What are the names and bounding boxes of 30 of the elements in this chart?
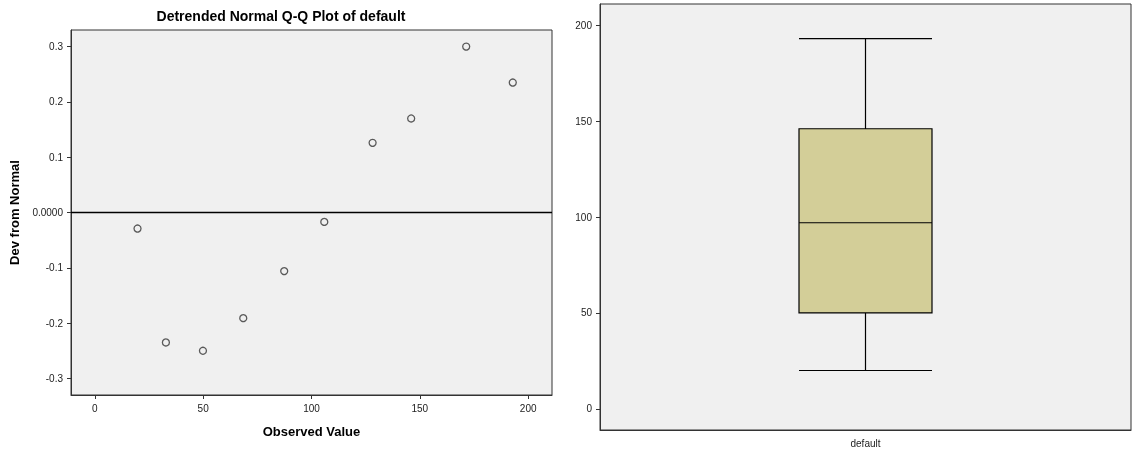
x-tick-label: 0 bbox=[92, 402, 99, 414]
point bbox=[508, 78, 517, 87]
point bbox=[280, 266, 289, 276]
y-tick-label: 0.2 bbox=[49, 96, 64, 108]
y-tick-label: -0.1 bbox=[45, 262, 64, 274]
chart-title: Detrended Normal Q-Q Plot of default bbox=[156, 8, 406, 24]
y-tick-label: 200 bbox=[575, 19, 593, 31]
y-tick-label: 0.3 bbox=[49, 41, 64, 53]
point bbox=[239, 313, 248, 323]
y-tick-label: 100 bbox=[575, 211, 593, 223]
point bbox=[198, 346, 208, 355]
x-axis-title: Observed Value bbox=[262, 424, 361, 439]
y-tick-label: 0.1 bbox=[49, 151, 64, 163]
x-tick-label: 200 bbox=[519, 402, 537, 414]
x-tick-label: default bbox=[850, 437, 881, 449]
x-tick-label: 50 bbox=[197, 402, 210, 414]
point bbox=[161, 338, 171, 347]
y-tick-label: -0.3 bbox=[45, 372, 64, 384]
y-tick-label: 50 bbox=[580, 307, 593, 319]
point bbox=[462, 42, 471, 51]
x-tick-label: 150 bbox=[411, 402, 429, 414]
y-axis-title: Dev from Normal bbox=[7, 160, 22, 265]
point bbox=[320, 217, 329, 227]
point bbox=[368, 138, 377, 147]
point bbox=[407, 114, 416, 123]
y-tick-label: -0.2 bbox=[45, 317, 64, 329]
point bbox=[133, 224, 142, 233]
y-tick-label: 150 bbox=[575, 115, 593, 127]
x-tick-label: 100 bbox=[303, 402, 321, 414]
y-tick-label: 0.0000 bbox=[32, 207, 64, 218]
